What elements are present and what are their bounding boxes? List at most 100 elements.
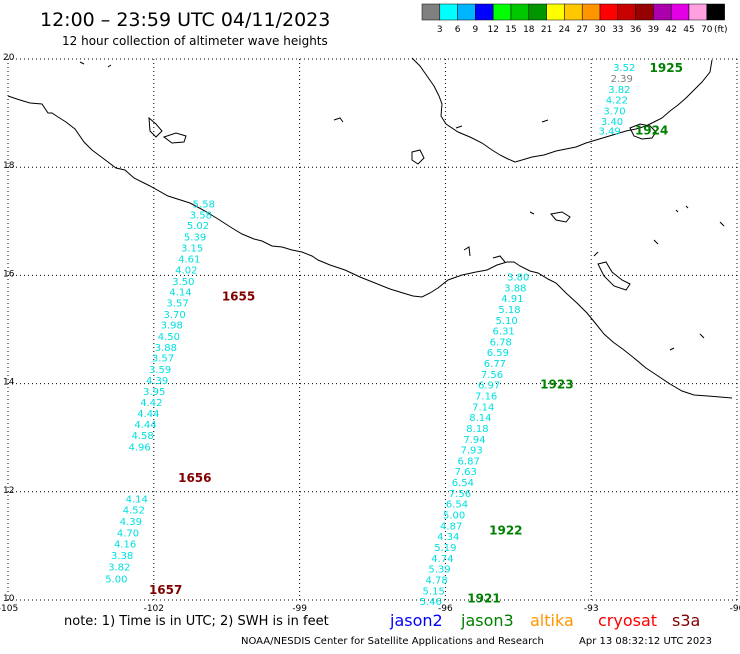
wave-height-value: 7.93 <box>460 446 482 457</box>
pass-time-label: 1921 <box>467 591 500 605</box>
wave-height-value: 3.58 <box>190 210 212 221</box>
wave-height-value: 5.02 <box>187 221 209 232</box>
wave-height-value: 5.58 <box>193 199 215 210</box>
legend-label: 6 <box>455 25 461 35</box>
map-subtitle: 12 hour collection of altimeter wave hei… <box>62 34 328 48</box>
wave-height-value: 6.54 <box>452 478 474 489</box>
wave-height-value: 3.15 <box>181 243 203 254</box>
legend-swatch <box>439 3 458 21</box>
wave-height-value: 4.22 <box>606 96 628 107</box>
wave-height-value: 3.50 <box>172 277 194 288</box>
wave-height-value: 6.87 <box>458 456 480 467</box>
wave-height-value: 3.49 <box>598 126 620 137</box>
pacific-coastline <box>7 95 733 399</box>
wave-height-value: 5.39 <box>428 565 450 576</box>
wave-height-value: 4.16 <box>114 540 136 551</box>
wave-height-value: 8.18 <box>466 424 488 435</box>
wave-height-value: 3.59 <box>149 365 171 376</box>
lon-tick-label: -96 <box>438 604 453 614</box>
satellite-name-jason3: jason3 <box>460 611 514 630</box>
legend-label: 42 <box>665 25 676 35</box>
axis-labels: -105 -102 -99 -96 -93 -90 20 18 16 14 12 10 <box>0 53 740 614</box>
pass-time-label: 1924 <box>635 123 668 137</box>
wave-height-value: 5.15 <box>423 586 445 597</box>
satellite-name-jason2: jason2 <box>389 611 443 630</box>
satellite-name-altika: altika <box>530 611 574 630</box>
legend-label: 12 <box>487 25 498 35</box>
legend-label: 36 <box>630 25 642 35</box>
wave-height-value: 4.14 <box>126 494 148 505</box>
gulf-coastline <box>411 57 713 163</box>
wave-height-value: 3.70 <box>603 106 625 117</box>
wave-height-value: 6.54 <box>446 500 468 511</box>
wave-height-value: 4.39 <box>120 517 142 528</box>
legend-swatch <box>581 3 601 21</box>
wave-height-value: 4.74 <box>431 554 453 565</box>
wave-height-value: 7.56 <box>449 489 471 500</box>
color-scale-legend: 3 6 9 12 15 18 21 24 27 30 33 36 39 42 45 70 (ft) <box>421 3 728 35</box>
wave-height-value: 5.18 <box>498 305 520 316</box>
wave-height-value: 4.87 <box>440 521 462 532</box>
wave-height-value: 3.82 <box>608 85 630 96</box>
legend-label: 30 <box>594 25 606 35</box>
legend-swatch <box>546 3 565 21</box>
map-title: 12:00 – 23:59 UTC 04/11/2023 <box>40 9 330 31</box>
wave-height-value: 3.70 <box>164 310 186 321</box>
lat-tick-label: 14 <box>3 378 15 388</box>
pass-central: 3.803.884.915.185.106.316.786.596.777.56… <box>420 272 574 608</box>
wave-height-value: 5.46 <box>420 597 442 608</box>
wave-height-value: 7.94 <box>463 435 485 446</box>
lake-nicaragua-west <box>597 261 631 291</box>
legend-swatch <box>510 3 530 21</box>
wave-height-value: 5.00 <box>443 511 465 522</box>
coastal-islets <box>79 61 725 351</box>
pass-time-label: 1925 <box>650 61 683 75</box>
legend-swatch <box>492 3 512 21</box>
baja-tip <box>148 116 163 138</box>
wave-height-value: 4.44 <box>137 409 159 420</box>
coastline <box>7 57 733 399</box>
legend-swatch <box>564 3 583 21</box>
lon-tick-label: -90 <box>730 604 740 614</box>
lat-tick-label: 12 <box>3 486 14 496</box>
wave-height-value: 5.10 <box>495 316 517 327</box>
legend-label: 33 <box>612 25 623 35</box>
legend-label: 70 <box>701 25 713 35</box>
satellite-legend: jason2 jason3 altika cryosat s3a <box>389 611 700 630</box>
inland-lake-east <box>411 149 425 165</box>
pass-west: 5.583.585.025.393.154.614.023.504.143.57… <box>105 199 255 597</box>
pass-time-label: 1922 <box>489 524 522 538</box>
wave-height-value: 4.50 <box>158 332 180 343</box>
wave-height-value: 4.52 <box>123 506 145 517</box>
legend-swatch <box>617 3 636 21</box>
wave-height-value: 4.34 <box>437 532 459 543</box>
pass-time-label: 1657 <box>149 583 182 597</box>
wave-height-value: 5.00 <box>105 574 127 585</box>
lat-tick-label: 20 <box>3 53 15 63</box>
lon-tick-label: -105 <box>0 604 18 614</box>
wave-height-value: 3.88 <box>504 283 526 294</box>
lon-tick-label: -93 <box>584 604 599 614</box>
footer-timestamp: Apr 13 08:32:12 UTC 2023 <box>579 636 712 647</box>
pass-gulf: 3.522.393.824.223.703.403.49 1925 1924 <box>598 61 682 137</box>
legend-label: 18 <box>523 25 535 35</box>
footer-note: note: 1) Time is in UTC; 2) SWH is in fe… <box>64 614 329 629</box>
legend-swatch <box>475 3 494 21</box>
legend-label: 3 <box>437 25 443 35</box>
wave-height-value: 4.58 <box>131 431 153 442</box>
legend-swatch <box>670 3 690 21</box>
legend-label: 39 <box>648 25 660 35</box>
wave-height-value: 3.57 <box>152 354 174 365</box>
legend-label: 45 <box>683 25 694 35</box>
legend-label: 27 <box>576 25 587 35</box>
legend-swatch <box>421 3 441 21</box>
wave-height-value: 4.44 <box>134 420 156 431</box>
wave-height-value: 6.78 <box>490 337 512 348</box>
wave-height-value: 5.39 <box>184 232 206 243</box>
wave-height-value: 3.88 <box>155 343 177 354</box>
wave-height-value: 6.97 <box>478 381 500 392</box>
wave-height-value: 7.63 <box>455 467 477 478</box>
satellite-name-s3a: s3a <box>672 611 700 630</box>
